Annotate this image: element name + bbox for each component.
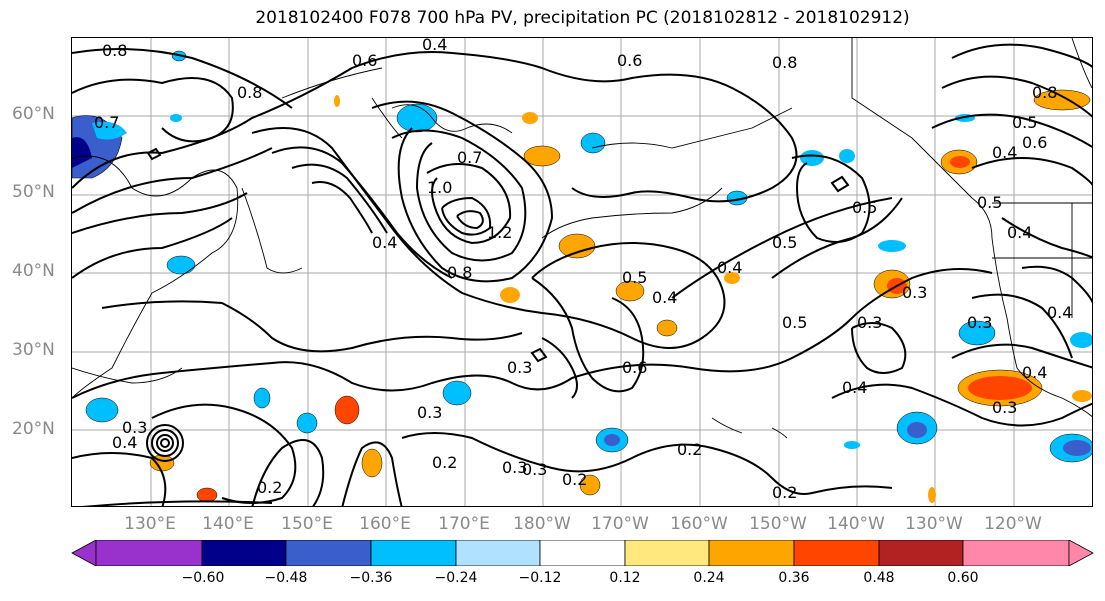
contour-label: 1.0 — [427, 178, 452, 197]
contour-label: 0.5 — [1012, 113, 1037, 132]
lat-label-40n: 40°N — [12, 261, 55, 281]
lon-label-170e: 170°E — [438, 514, 490, 534]
lon-label-150e: 150°E — [281, 514, 333, 534]
contour-label: 0.3 — [507, 358, 532, 377]
colorbar-svg — [71, 539, 1094, 567]
lon-label-180w: 180°W — [513, 514, 571, 534]
contour-label: 0.4 — [1022, 363, 1047, 382]
colorbar-segment — [624, 539, 710, 567]
coastlines — [72, 38, 1092, 439]
colorbar-segment — [455, 539, 541, 567]
map-svg: 0.8 0.6 0.4 0.6 0.8 0.8 0.7 0.7 1.0 1.2 … — [72, 38, 1092, 506]
colorbar-tick: −0.60 — [181, 570, 225, 586]
contour-label: 0.4 — [992, 143, 1017, 162]
colorbar-tick: 0.24 — [693, 570, 725, 586]
lon-label-130e: 130°E — [124, 514, 176, 534]
colorbar-left-arrow — [71, 539, 97, 567]
colorbar-segment — [539, 539, 626, 567]
lat-label-20n: 20°N — [12, 419, 55, 439]
contour-label: 0.4 — [422, 38, 447, 54]
map-panel: 0.8 0.6 0.4 0.6 0.8 0.8 0.7 0.7 1.0 1.2 … — [71, 37, 1093, 507]
pv-contours — [72, 43, 1092, 506]
colorbar-tick: 0.12 — [609, 570, 641, 586]
contour-label: 0.4 — [842, 378, 867, 397]
lat-label-30n: 30°N — [12, 340, 55, 360]
contour-label: 0.8 — [102, 41, 127, 60]
lat-label-60n: 60°N — [12, 104, 55, 124]
colorbar-tick: −0.24 — [434, 570, 478, 586]
contour-label: 0.2 — [772, 483, 797, 502]
contour-label: 0.6 — [1022, 133, 1047, 152]
colorbar-tick: 0.36 — [778, 570, 810, 586]
lon-label-140w: 140°W — [827, 514, 885, 534]
lon-label-160e: 160°E — [359, 514, 411, 534]
colorbar-segment — [878, 539, 964, 567]
contour-label: 0.2 — [257, 478, 282, 497]
colorbar-segment — [95, 539, 203, 567]
contour-label: 0.2 — [432, 453, 457, 472]
gridlines — [72, 38, 1092, 506]
contour-label: 0.5 — [622, 268, 647, 287]
contour-label: 0.8 — [1032, 83, 1057, 102]
colorbar-tick: −0.48 — [264, 570, 308, 586]
contour-label: 0.8 — [772, 53, 797, 72]
lon-label-140e: 140°E — [202, 514, 254, 534]
colorbar-segment — [962, 539, 1070, 567]
contour-label: 0.3 — [967, 313, 992, 332]
contour-label: 0.5 — [852, 198, 877, 217]
contour-label: 0.2 — [677, 440, 702, 459]
contour-label: 0.8 — [447, 263, 472, 282]
lon-label-160w: 160°W — [670, 514, 728, 534]
contour-labels: 0.8 0.6 0.4 0.6 0.8 0.8 0.7 0.7 1.0 1.2 … — [94, 38, 1072, 502]
contour-label: 0.7 — [94, 113, 119, 132]
contour-label: 0.4 — [1007, 223, 1032, 242]
colorbar-segment — [201, 539, 287, 567]
contour-label: 0.7 — [457, 148, 482, 167]
colorbar-tick: −0.12 — [518, 570, 562, 586]
lon-label-130w: 130°W — [905, 514, 963, 534]
contour-label: 0.4 — [372, 233, 397, 252]
lat-label-50n: 50°N — [12, 182, 55, 202]
contour-label: 0.5 — [977, 193, 1002, 212]
chart-title: 2018102400 F078 700 hPa PV, precipitatio… — [255, 8, 910, 28]
colorbar-segment — [370, 539, 457, 567]
contour-label: 0.3 — [122, 418, 147, 437]
contour-label: 0.4 — [717, 258, 742, 277]
contour-label: 0.3 — [522, 460, 547, 479]
lon-label-150w: 150°W — [749, 514, 807, 534]
contour-label: 0.3 — [417, 403, 442, 422]
contour-label: 0.4 — [1047, 303, 1072, 322]
colorbar-tick: 0.60 — [947, 570, 979, 586]
contour-label: 0.3 — [992, 398, 1017, 417]
lon-label-120w: 120°W — [984, 514, 1042, 534]
colorbar — [60, 539, 1105, 570]
contour-label: 0.8 — [237, 83, 262, 102]
contour-label: 0.5 — [782, 313, 807, 332]
contour-label: 0.3 — [902, 283, 927, 302]
contour-label: 0.3 — [502, 458, 527, 477]
contour-label: 0.5 — [772, 233, 797, 252]
colorbar-tick: 0.48 — [863, 570, 895, 586]
colorbar-segment — [708, 539, 795, 567]
colorbar-tick: −0.36 — [349, 570, 393, 586]
contour-label: 0.6 — [617, 51, 642, 70]
precip-shading — [72, 50, 1092, 503]
colorbar-segment — [285, 539, 372, 567]
contour-label: 0.6 — [352, 51, 377, 70]
contour-label: 0.4 — [112, 433, 137, 452]
contour-label: 0.6 — [622, 358, 647, 377]
contour-label: 1.2 — [487, 223, 512, 242]
colorbar-right-arrow — [1068, 539, 1094, 567]
lon-label-170w: 170°W — [591, 514, 649, 534]
contour-label: 0.2 — [562, 470, 587, 489]
colorbar-segment — [793, 539, 880, 567]
contour-label: 0.3 — [857, 313, 882, 332]
contour-label: 0.4 — [652, 288, 677, 307]
